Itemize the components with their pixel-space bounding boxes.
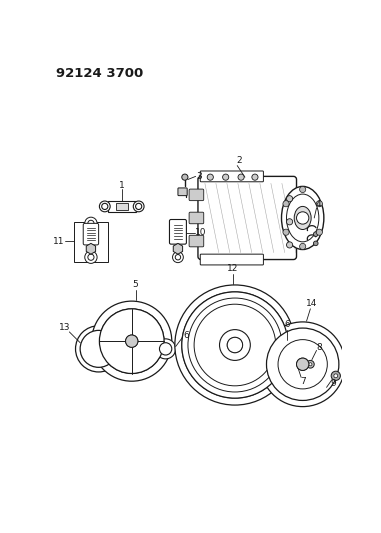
FancyBboxPatch shape — [189, 212, 204, 224]
Circle shape — [85, 217, 97, 230]
Circle shape — [293, 354, 301, 362]
Text: 6: 6 — [184, 330, 189, 340]
Text: 14: 14 — [306, 299, 318, 308]
Circle shape — [316, 229, 322, 235]
Text: 1: 1 — [119, 181, 125, 190]
Circle shape — [155, 339, 176, 359]
Circle shape — [194, 304, 276, 386]
Circle shape — [316, 200, 322, 207]
Bar — [74, 222, 108, 262]
Circle shape — [296, 212, 309, 224]
Text: 5: 5 — [133, 280, 138, 289]
Circle shape — [126, 335, 138, 348]
Circle shape — [287, 196, 293, 202]
Text: 6: 6 — [285, 320, 290, 329]
Text: 13: 13 — [59, 323, 70, 332]
Circle shape — [307, 360, 314, 368]
Circle shape — [238, 174, 244, 180]
Circle shape — [309, 363, 312, 366]
Circle shape — [182, 292, 288, 398]
Text: 2: 2 — [236, 156, 242, 165]
Circle shape — [219, 329, 250, 360]
Circle shape — [314, 241, 318, 246]
Circle shape — [281, 344, 290, 353]
Circle shape — [133, 201, 144, 212]
Circle shape — [290, 351, 304, 365]
Ellipse shape — [287, 194, 319, 242]
Circle shape — [200, 310, 270, 379]
Circle shape — [207, 174, 213, 180]
Circle shape — [314, 232, 318, 237]
Circle shape — [266, 328, 339, 400]
Circle shape — [175, 285, 295, 405]
Circle shape — [188, 298, 282, 392]
Circle shape — [281, 343, 324, 386]
FancyBboxPatch shape — [189, 189, 204, 200]
Circle shape — [99, 309, 164, 374]
Circle shape — [277, 341, 294, 357]
FancyBboxPatch shape — [170, 220, 186, 244]
Circle shape — [188, 298, 282, 392]
Circle shape — [227, 337, 243, 353]
Circle shape — [287, 242, 293, 248]
Circle shape — [136, 203, 142, 209]
Text: 10: 10 — [195, 228, 207, 237]
Circle shape — [92, 301, 172, 381]
Text: 9: 9 — [331, 379, 336, 388]
Circle shape — [88, 254, 94, 260]
Text: 4: 4 — [315, 199, 321, 208]
FancyBboxPatch shape — [200, 171, 263, 182]
Circle shape — [160, 343, 172, 355]
Circle shape — [283, 200, 289, 207]
Circle shape — [223, 174, 229, 180]
Circle shape — [296, 358, 309, 370]
Circle shape — [299, 244, 306, 249]
FancyBboxPatch shape — [178, 188, 187, 196]
Text: 92124 3700: 92124 3700 — [56, 67, 144, 80]
Circle shape — [99, 201, 110, 212]
Circle shape — [85, 251, 97, 263]
Circle shape — [296, 358, 309, 370]
Ellipse shape — [294, 206, 311, 230]
Circle shape — [182, 174, 188, 180]
Ellipse shape — [282, 187, 324, 249]
Text: 12: 12 — [227, 264, 238, 273]
Circle shape — [88, 220, 94, 227]
Circle shape — [287, 219, 293, 225]
Circle shape — [99, 309, 164, 374]
Text: 7: 7 — [300, 377, 306, 386]
Circle shape — [102, 203, 108, 209]
Circle shape — [252, 174, 258, 180]
Circle shape — [278, 340, 327, 389]
Circle shape — [334, 374, 338, 378]
Circle shape — [272, 334, 333, 395]
Circle shape — [299, 187, 306, 192]
Text: 3: 3 — [196, 172, 202, 181]
FancyBboxPatch shape — [198, 176, 296, 260]
Circle shape — [80, 330, 117, 367]
Text: 11: 11 — [53, 237, 64, 246]
Circle shape — [283, 229, 289, 235]
Text: 8: 8 — [316, 343, 322, 352]
FancyBboxPatch shape — [200, 254, 263, 265]
FancyBboxPatch shape — [189, 235, 204, 247]
Circle shape — [175, 255, 181, 260]
Circle shape — [182, 292, 288, 398]
Circle shape — [126, 335, 138, 348]
Bar — [108, 201, 136, 212]
Circle shape — [260, 322, 345, 407]
Circle shape — [219, 329, 250, 360]
Circle shape — [173, 252, 183, 263]
Bar — [115, 203, 128, 210]
Circle shape — [227, 337, 243, 353]
Circle shape — [75, 326, 122, 372]
FancyBboxPatch shape — [83, 223, 99, 245]
Circle shape — [331, 371, 340, 381]
